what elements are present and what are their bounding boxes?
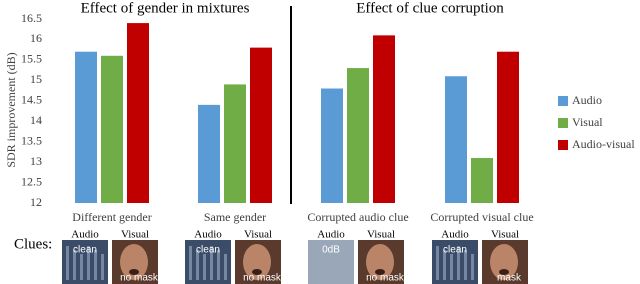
spectrogram-band <box>203 254 206 280</box>
spectrogram-band <box>436 246 439 280</box>
bar <box>101 55 123 203</box>
spectrogram-band <box>457 246 460 280</box>
spectrogram-band <box>189 246 192 280</box>
y-tick-label: 15 <box>30 72 42 86</box>
spectrogram-band <box>217 250 220 280</box>
y-tick-label: 13 <box>30 154 42 168</box>
bar <box>198 104 220 203</box>
spectrogram-band <box>196 250 199 280</box>
clue-visual-label: Visual <box>491 229 519 241</box>
spectrogram-thumbnail <box>432 240 478 284</box>
bar <box>250 47 272 203</box>
x-tick-label: Corrupted audio clue <box>307 210 408 224</box>
y-tick-label: 12 <box>30 195 42 209</box>
clue-visual-label: Visual <box>121 229 149 241</box>
clue-visual-label: Visual <box>244 229 272 241</box>
y-tick-label: 16 <box>30 31 42 45</box>
face <box>120 244 148 280</box>
legend-label: Visual <box>572 115 603 129</box>
clue-visual-text: no mask <box>366 273 405 284</box>
spectrogram-band <box>87 246 90 280</box>
section-title: Effect of clue corruption <box>356 0 504 16</box>
legend-swatch <box>558 118 568 128</box>
spectrogram-band <box>443 250 446 280</box>
bar <box>347 68 369 203</box>
spectrogram-band <box>101 254 104 280</box>
spectrogram-thumbnail <box>185 240 231 284</box>
clues-label: Clues: <box>14 236 52 252</box>
legend-swatch <box>558 96 568 106</box>
y-tick-label: 15.5 <box>21 52 42 66</box>
y-tick-label: 12.5 <box>21 174 42 188</box>
spectrogram-band <box>94 250 97 280</box>
x-tick-label: Different gender <box>72 210 151 224</box>
bar <box>373 35 395 203</box>
bar <box>321 88 343 203</box>
clue-audio-text: clean <box>196 245 220 256</box>
spectrogram-band <box>66 246 69 280</box>
spectrogram-thumbnail <box>308 240 354 284</box>
legend-label: Audio-visual <box>572 137 635 151</box>
spectrogram-thumbnail <box>62 240 108 284</box>
spectrogram-band <box>450 254 453 280</box>
bar <box>445 76 467 203</box>
clue-audio-text: clean <box>443 245 467 256</box>
bar <box>497 51 519 203</box>
y-tick-label: 13.5 <box>21 133 42 147</box>
clue-audio-text: clean <box>73 245 97 256</box>
x-tick-label: Same gender <box>204 210 266 224</box>
spectrogram-band <box>80 254 83 280</box>
y-tick-label: 14.5 <box>21 93 42 107</box>
face <box>243 244 271 280</box>
y-tick-label: 16.5 <box>21 11 42 25</box>
bar <box>75 51 97 203</box>
clue-visual-text: mask <box>497 273 522 284</box>
clue-audio-text: 0dB <box>322 245 340 256</box>
legend-swatch <box>558 140 568 150</box>
x-tick-label: Corrupted visual clue <box>430 210 533 224</box>
clue-audio-label: Audio <box>71 229 99 241</box>
spectrogram-band <box>471 254 474 280</box>
clue-visual-label: Visual <box>367 229 395 241</box>
clue-audio-label: Audio <box>194 229 222 241</box>
clue-audio-label: Audio <box>441 229 469 241</box>
y-tick-label: 14 <box>30 113 42 127</box>
clue-audio-label: Audio <box>317 229 345 241</box>
spectrogram-band <box>464 250 467 280</box>
y-axis-label: SDR improvement (dB) <box>4 52 18 167</box>
bar <box>224 84 246 203</box>
bar <box>127 23 149 204</box>
clue-visual-text: no mask <box>120 273 159 284</box>
clue-visual-text: no mask <box>243 273 282 284</box>
face <box>366 244 394 280</box>
legend-label: Audio <box>572 93 602 107</box>
bar <box>471 158 493 203</box>
spectrogram-band <box>210 246 213 280</box>
mouth <box>375 269 385 275</box>
mouth <box>499 269 509 275</box>
spectrogram-band <box>73 250 76 280</box>
mouth <box>129 269 139 275</box>
face <box>490 244 518 280</box>
spectrogram-band <box>224 254 227 280</box>
mouth <box>252 269 262 275</box>
section-title: Effect of gender in mixtures <box>81 0 250 16</box>
